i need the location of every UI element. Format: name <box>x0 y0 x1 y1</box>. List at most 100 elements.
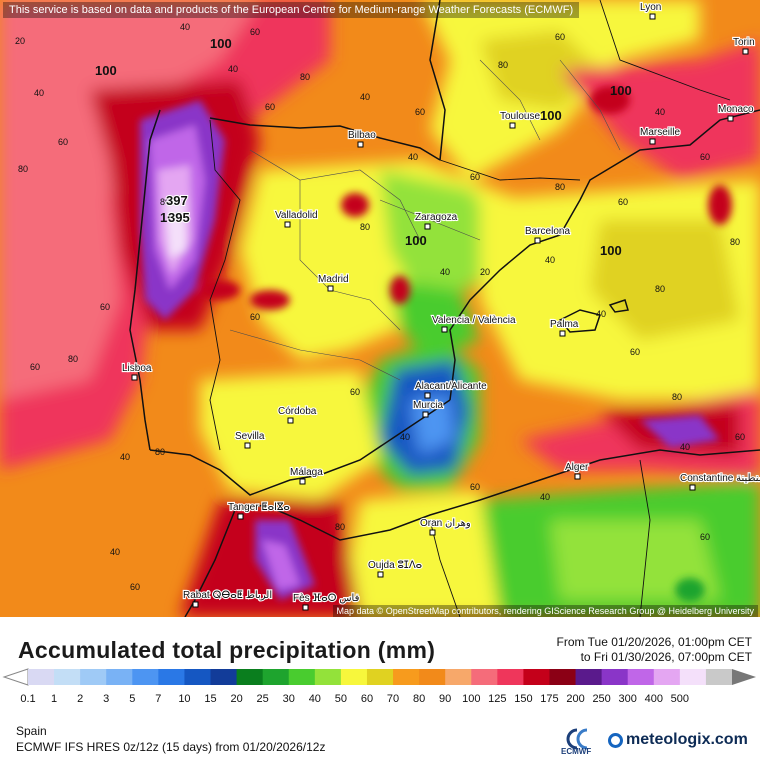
city-marker <box>559 330 566 337</box>
contour-value: 60 <box>250 27 260 37</box>
city-label: Madrid <box>318 274 349 285</box>
scale-label: 30 <box>283 693 295 705</box>
city-label: Rabat ⵕⴱⴰⵟ الرباط <box>183 590 272 601</box>
scale-swatch <box>80 669 107 685</box>
contour-value: 60 <box>700 532 710 542</box>
meteologix-logo[interactable]: meteologix.com <box>608 731 748 749</box>
contour-value: 395 <box>168 210 190 225</box>
scale-label: 40 <box>309 693 321 705</box>
city-marker <box>422 411 429 418</box>
city-label: Zaragoza <box>415 212 458 223</box>
meteologix-icon <box>608 732 623 748</box>
city-label: Barcelona <box>525 226 570 237</box>
contour-value: 40 <box>545 255 555 265</box>
city-marker <box>327 285 334 292</box>
scale-label: 60 <box>361 693 373 705</box>
contour-value: 80 <box>730 237 740 247</box>
city-marker <box>574 473 581 480</box>
contour-value: 80 <box>18 164 28 174</box>
city-marker <box>649 138 656 145</box>
scale-label: 200 <box>566 693 584 705</box>
scale-label: 20 <box>230 693 242 705</box>
contour-value: 60 <box>470 482 480 492</box>
map-attribution[interactable]: Map data © OpenStreetMap contributors, r… <box>332 605 758 617</box>
scale-label: 0.1 <box>20 693 35 705</box>
contour-value: 60 <box>555 32 565 42</box>
city-label: Alger <box>565 462 589 473</box>
city-marker <box>192 601 199 608</box>
contour-value: 80 <box>68 354 78 364</box>
region-name: Spain <box>16 724 47 738</box>
scale-label: 175 <box>540 693 558 705</box>
city-marker <box>424 223 431 230</box>
scale-swatch <box>575 669 603 685</box>
coastlines <box>129 0 760 617</box>
contour-value: 40 <box>34 88 44 98</box>
contour-value: 60 <box>58 137 68 147</box>
contour-value: 100 <box>95 63 117 78</box>
contour-value: 80 <box>300 72 310 82</box>
contour-value: 100 <box>540 108 562 123</box>
contour-value: 397 <box>166 193 188 208</box>
contour-value: 80 <box>498 60 508 70</box>
scale-label: 500 <box>671 693 689 705</box>
city-label: Monaco <box>718 104 754 115</box>
contour-value: 60 <box>350 387 360 397</box>
city-marker <box>649 13 656 20</box>
city-marker <box>131 374 138 381</box>
data-notice: This service is based on data and produc… <box>3 2 580 18</box>
contour-value: 40 <box>440 267 450 277</box>
scale-swatch <box>653 669 681 685</box>
scale-swatch <box>627 669 655 685</box>
scale-swatch <box>340 669 368 685</box>
city-marker <box>302 604 309 611</box>
legend-panel: Accumulated total precipitation (mm) Fro… <box>0 617 760 760</box>
scale-swatch <box>54 669 81 685</box>
city-label: Toulouse <box>500 111 540 122</box>
contour-value: 40 <box>596 309 606 319</box>
city-label: Valladolid <box>275 210 318 221</box>
scale-label: 70 <box>387 693 399 705</box>
city-marker <box>377 571 384 578</box>
contour-value: 80 <box>155 447 165 457</box>
city-marker <box>727 115 734 122</box>
city-label: Palma <box>550 319 579 330</box>
scale-swatch <box>106 669 133 685</box>
scale-swatch <box>445 669 472 685</box>
scale-label: 300 <box>619 693 637 705</box>
map-canvas <box>0 0 760 617</box>
scale-label: 2 <box>77 693 83 705</box>
forecast-period: From Tue 01/20/2026, 01:00pm CET to Fri … <box>557 635 752 665</box>
city-marker <box>424 392 431 399</box>
scale-swatch <box>210 669 238 685</box>
scale-swatch <box>262 669 290 685</box>
scale-label: 150 <box>514 693 532 705</box>
scale-label: 100 <box>462 693 480 705</box>
contour-value: 80 <box>655 284 665 294</box>
city-marker <box>689 484 696 491</box>
city-label: Lyon <box>640 2 661 13</box>
scale-swatch <box>314 669 342 685</box>
city-label: Oran وهران <box>420 518 471 529</box>
scale-label: 10 <box>178 693 190 705</box>
scale-swatch <box>288 669 316 685</box>
scale-swatch <box>419 669 446 685</box>
city-marker <box>441 326 448 333</box>
scale-label: 90 <box>439 693 451 705</box>
scale-swatch <box>184 669 212 685</box>
city-label: Marseille <box>640 127 680 138</box>
scale-swatch <box>28 669 55 685</box>
contour-value: 100 <box>160 210 182 225</box>
scale-label: 250 <box>592 693 610 705</box>
contour-value: 100 <box>610 83 632 98</box>
precipitation-map[interactable]: Lyon Torin Monaco Toulouse Marseille Bilbao Za… <box>0 0 760 617</box>
contour-value: 60 <box>130 582 140 592</box>
scale-swatch <box>132 669 159 685</box>
scale-label: 125 <box>488 693 506 705</box>
contour-value: 80 <box>360 222 370 232</box>
city-label: Constantine قسنطينة <box>680 473 760 484</box>
meteologix-logo-text: meteologix.com <box>626 731 748 748</box>
contour-value: 100 <box>600 243 622 258</box>
contour-value: 100 <box>210 36 232 51</box>
city-label: Fès ⴼⴰⵙ فاس <box>293 593 360 604</box>
